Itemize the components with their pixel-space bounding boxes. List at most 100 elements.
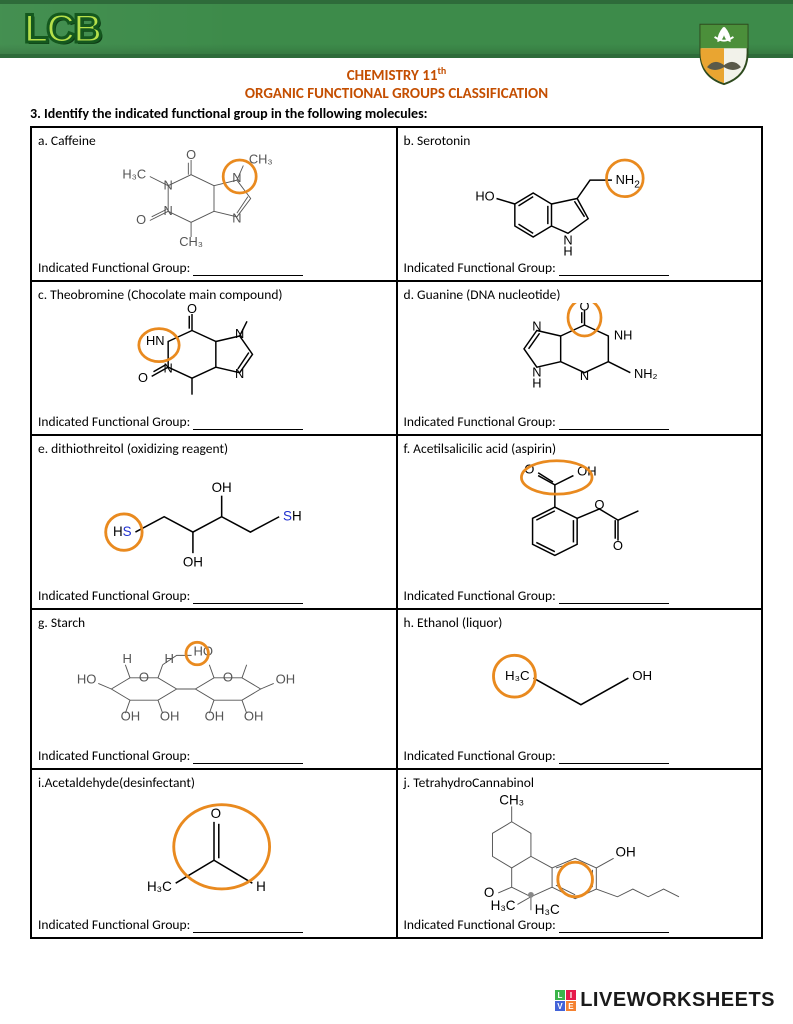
cell-label: d. Guanine (DNA nucleotide) xyxy=(404,286,756,303)
structure-theobromine: O HN O N N N xyxy=(38,303,390,413)
answer-label: Indicated Functional Group: xyxy=(38,413,190,430)
answer-label: Indicated Functional Group: xyxy=(404,916,556,933)
atom-label: H₃C xyxy=(535,902,560,916)
cell-thc: j. TetrahydroCannabinol xyxy=(397,769,763,938)
title-text: CHEMISTRY 11 xyxy=(347,67,438,85)
indicator-circle xyxy=(174,805,270,889)
atom-label: CH₃ xyxy=(499,792,524,807)
answer-blank[interactable] xyxy=(559,752,669,764)
answer-row: Indicated Functional Group: xyxy=(404,916,756,933)
structure-starch: HO H H OH OH O O HO OH OH OH xyxy=(38,631,390,747)
answer-blank[interactable] xyxy=(193,921,303,933)
atom-label: N xyxy=(580,368,589,383)
live-E: E xyxy=(566,1001,576,1011)
atom-label: H₃C xyxy=(147,879,172,894)
live-V: V xyxy=(555,1001,565,1011)
answer-row: Indicated Functional Group: xyxy=(404,587,756,604)
atom-label: N xyxy=(235,366,244,381)
answer-label: Indicated Functional Group: xyxy=(404,413,556,430)
atom-label: H xyxy=(122,651,131,666)
atom-label: HO xyxy=(476,188,495,203)
atom-label: HN xyxy=(146,333,165,348)
cell-theobromine: c. Theobromine (Chocolate main compound)… xyxy=(31,281,397,435)
atom-label: N xyxy=(163,203,172,218)
atom-label: H xyxy=(532,375,541,390)
answer-blank[interactable] xyxy=(559,264,669,276)
answer-blank[interactable] xyxy=(193,752,303,764)
cell-label: e. dithiothreitol (oxidizing reagent) xyxy=(38,440,390,457)
answer-blank[interactable] xyxy=(559,921,669,933)
cell-label: c. Theobromine (Chocolate main compound) xyxy=(38,286,390,303)
footer-watermark: L I V E LIVEWORKSHEETS xyxy=(555,989,775,1012)
cell-label: h. Ethanol (liquor) xyxy=(404,614,756,631)
atom-label: NH₂ xyxy=(634,366,658,381)
atom-label: OH xyxy=(616,844,636,859)
question-text: 3. Identify the indicated functional gro… xyxy=(0,103,793,126)
atom-label: N xyxy=(163,361,172,376)
atom-label: O xyxy=(136,212,146,227)
answer-row: Indicated Functional Group: xyxy=(404,747,756,764)
answer-blank[interactable] xyxy=(559,418,669,430)
worksheet-page: LCB CHEMISTRY 11th ORGANIC FUNCTIONAL GR… xyxy=(0,0,793,1024)
cell-acetaldehyde: i.Acetaldehyde(desinfectant) H₃C H O Ind… xyxy=(31,769,397,938)
answer-blank[interactable] xyxy=(193,592,303,604)
atom-label: H xyxy=(564,243,573,258)
shield-logo xyxy=(695,20,753,86)
svg-text:HS: HS xyxy=(113,523,132,538)
svg-text:SH: SH xyxy=(283,508,302,523)
atom-label: OH xyxy=(120,709,140,724)
cell-caffeine: a. Caffeine O xyxy=(31,127,397,281)
atom-label: OH xyxy=(275,671,295,686)
structure-dtt: HS SH OH OH xyxy=(38,457,390,587)
molecule-grid: a. Caffeine O xyxy=(30,126,763,939)
atom-label: CH₃ xyxy=(179,234,203,249)
answer-row: Indicated Functional Group: xyxy=(38,413,390,430)
title-sup: th xyxy=(437,64,446,77)
cell-guanine: d. Guanine (DNA nucleotide) O NH N NH₂ N xyxy=(397,281,763,435)
cell-dtt: e. dithiothreitol (oxidizing reagent) HS… xyxy=(31,435,397,609)
atom-label: H xyxy=(256,879,266,894)
atom-label: OH xyxy=(244,709,264,724)
answer-row: Indicated Functional Group: xyxy=(38,916,390,933)
answer-blank[interactable] xyxy=(193,418,303,430)
answer-label: Indicated Functional Group: xyxy=(38,259,190,276)
atom-label: NH xyxy=(614,328,633,343)
cell-label: a. Caffeine xyxy=(38,132,390,149)
svg-text:NH2: NH2 xyxy=(616,172,641,191)
atom-label: O xyxy=(210,806,220,821)
cell-starch: g. Starch H O xyxy=(31,609,397,769)
cell-serotonin: b. Serotonin HO N H NH2 xyxy=(397,127,763,281)
document-title: CHEMISTRY 11th ORGANIC FUNCTIONAL GROUPS… xyxy=(0,64,793,103)
answer-label: Indicated Functional Group: xyxy=(404,587,556,604)
answer-row: Indicated Functional Group: xyxy=(38,259,390,276)
atom-label: N xyxy=(163,177,172,192)
answer-row: Indicated Functional Group: xyxy=(38,587,390,604)
cell-label: b. Serotonin xyxy=(404,132,756,149)
atom-label: OH xyxy=(160,709,180,724)
structure-aspirin: O OH O O xyxy=(404,457,756,587)
liveworksheets-icon: L I V E xyxy=(555,990,576,1011)
atom-label: NH xyxy=(616,172,635,187)
cell-label: g. Starch xyxy=(38,614,390,631)
atom-label: O xyxy=(187,303,197,316)
cell-ethanol: h. Ethanol (liquor) H₃C OH Indicated Fun… xyxy=(397,609,763,769)
answer-label: Indicated Functional Group: xyxy=(38,916,190,933)
cell-label: i.Acetaldehyde(desinfectant) xyxy=(38,774,390,791)
atom-label: O xyxy=(580,303,590,313)
atom-label: O xyxy=(223,670,233,685)
cell-label: j. TetrahydroCannabinol xyxy=(404,774,756,791)
atom-label: O xyxy=(595,497,605,512)
atom-label: H₃C xyxy=(122,166,146,181)
atom-label: O xyxy=(484,885,494,900)
answer-blank[interactable] xyxy=(193,264,303,276)
atom-label: H xyxy=(164,651,173,666)
atom-label: O xyxy=(186,149,196,162)
structure-guanine: O NH N NH₂ N N H xyxy=(404,303,756,413)
answer-blank[interactable] xyxy=(559,592,669,604)
atom-label: N xyxy=(235,326,244,341)
structure-thc: CH₃ H₃C H₃C O OH xyxy=(404,791,756,916)
structure-ethanol: H₃C OH xyxy=(404,631,756,747)
atom-label: H₃C xyxy=(505,668,530,683)
cell-label: f. Acetilsalicilic acid (aspirin) xyxy=(404,440,756,457)
atom-label: OH xyxy=(632,668,652,683)
